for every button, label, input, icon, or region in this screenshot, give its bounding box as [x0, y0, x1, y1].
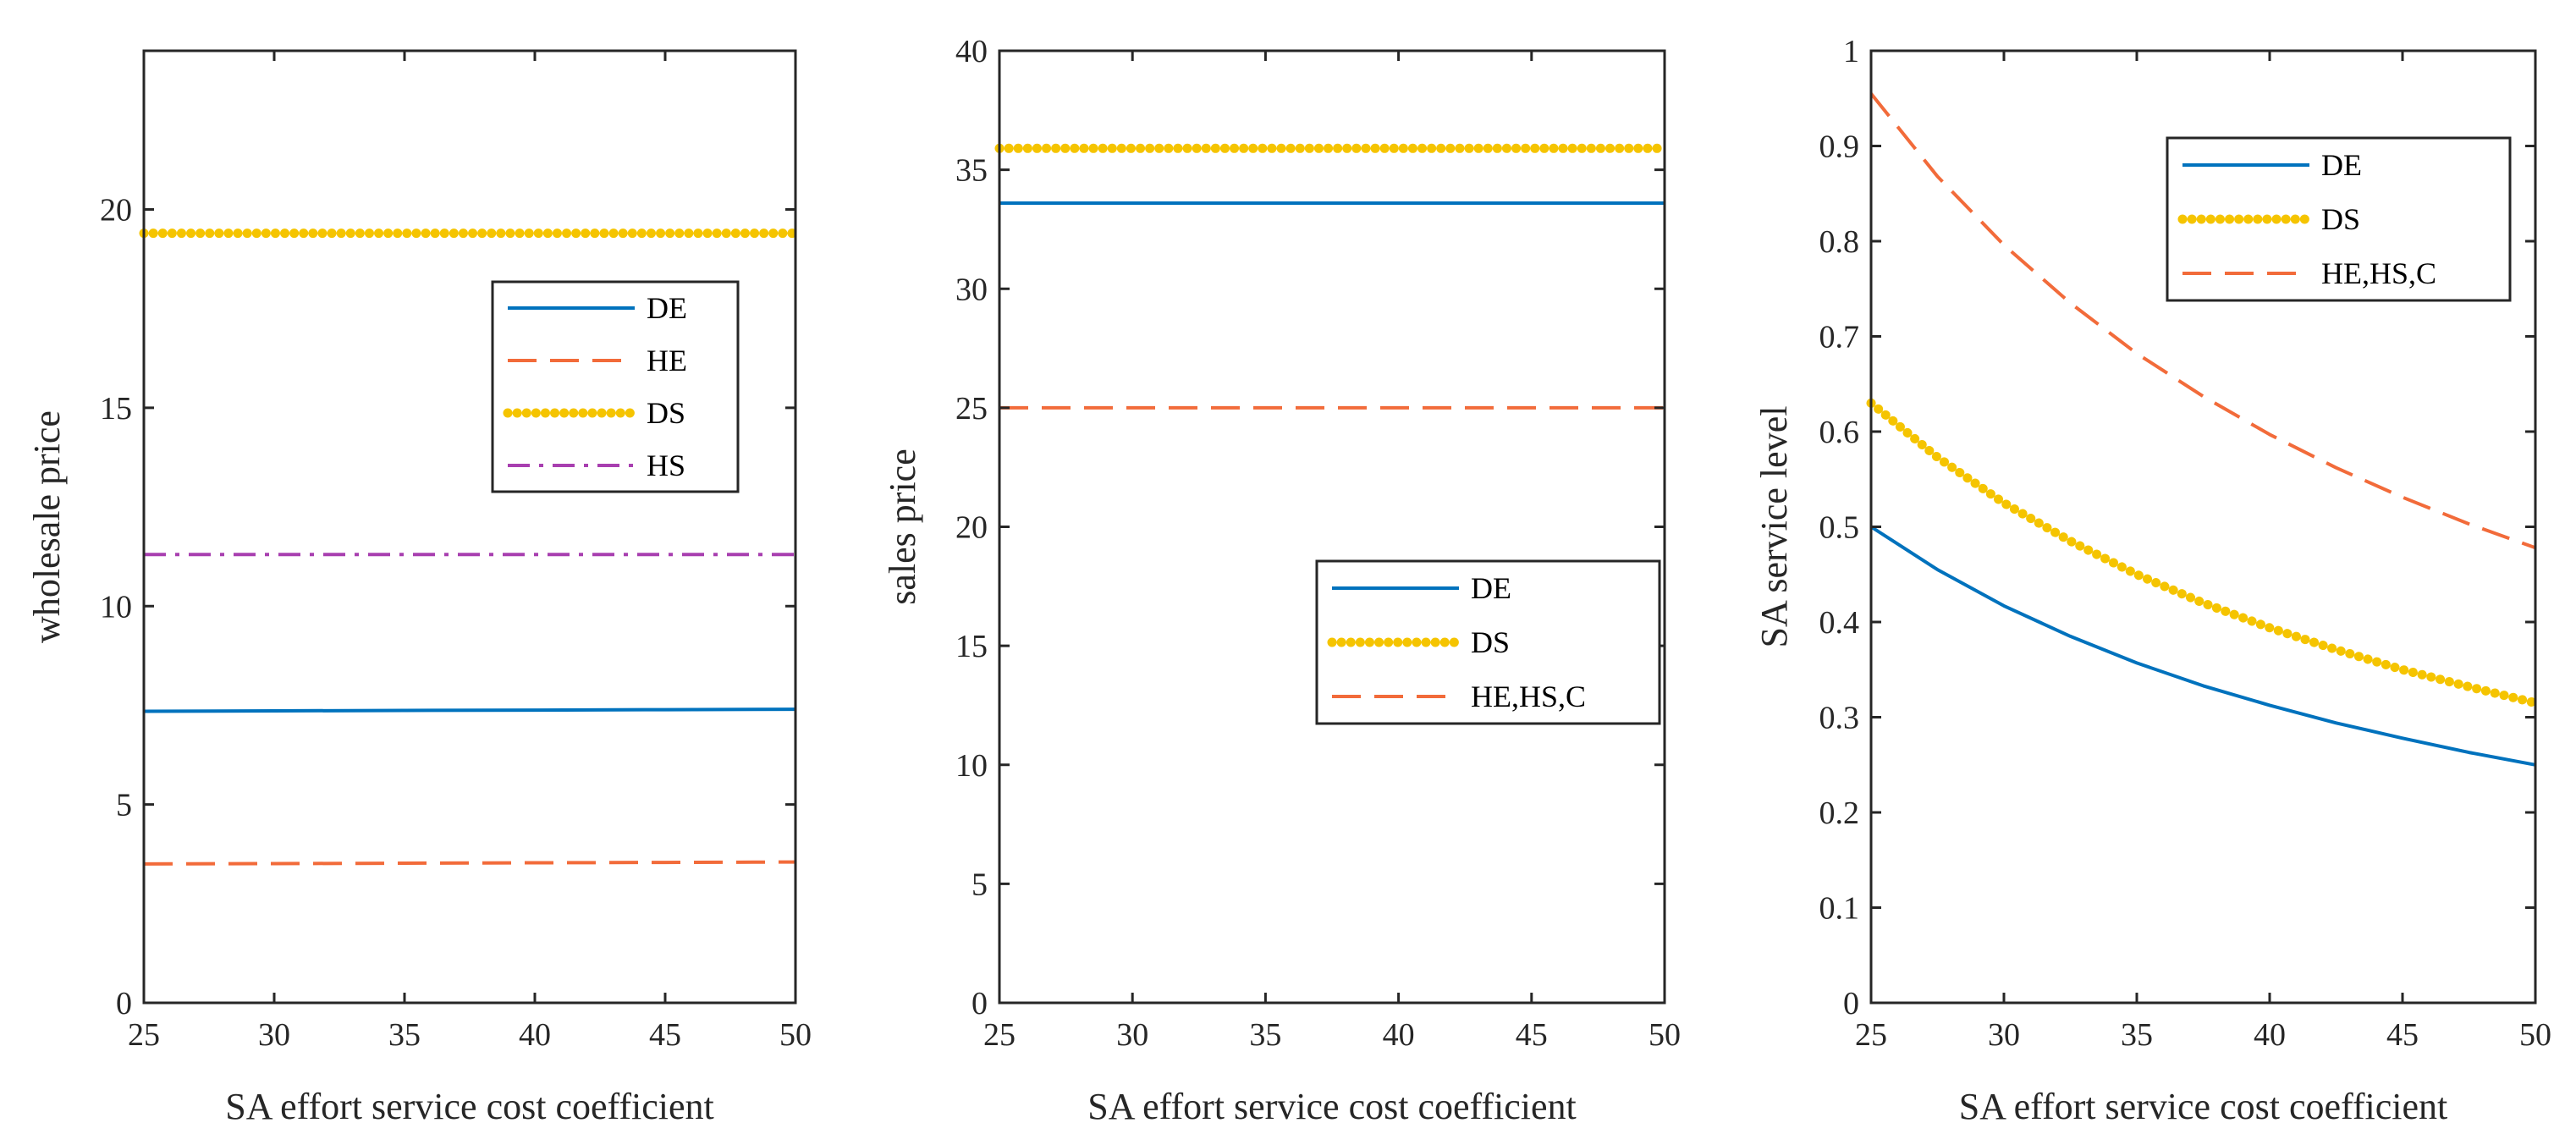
y-axis-label: SA service level: [1753, 406, 1795, 648]
y-tick-label: 15: [955, 629, 988, 664]
y-axis-label: sales price: [882, 449, 923, 604]
legend-label: DS: [2321, 202, 2360, 236]
x-tick-label: 40: [1383, 1017, 1415, 1053]
x-tick-label: 45: [1516, 1017, 1548, 1053]
x-axis-label: SA effort service cost coefficient: [1087, 1086, 1577, 1127]
legend-box: [491, 280, 740, 493]
legend-label: DS: [647, 396, 685, 430]
x-tick-label: 25: [1855, 1017, 1887, 1053]
series-line-he: [143, 860, 796, 866]
series-line-he-hs-c: [1869, 92, 2536, 550]
y-tick-label: 10: [955, 748, 988, 784]
x-tick-label: 45: [649, 1017, 681, 1053]
x-tick-label: 35: [2121, 1017, 2153, 1053]
legend-label: HE,HS,C: [2321, 256, 2436, 290]
legend: DE HE DS HS: [491, 280, 740, 493]
y-tick-label: 0: [1843, 986, 1859, 1021]
x-tick-label: 30: [1116, 1017, 1148, 1053]
x-tick-label: 35: [1249, 1017, 1281, 1053]
x-tick-label: 25: [983, 1017, 1016, 1053]
plot-area: [144, 51, 795, 1003]
y-tick-label: 0.3: [1819, 701, 1860, 736]
y-tick-label: 10: [100, 589, 132, 625]
series-line-de: [1869, 525, 2536, 767]
x-axis-label: SA effort service cost coefficient: [1959, 1086, 2448, 1127]
x-tick-label: 35: [388, 1017, 421, 1053]
x-tick-label: 45: [2386, 1017, 2419, 1053]
y-axis-label: wholesale price: [26, 410, 68, 643]
y-tick-label: 20: [955, 510, 988, 546]
y-tick-label: 1: [1843, 34, 1859, 69]
legend-label: HE,HS,C: [1471, 680, 1586, 713]
y-tick-label: 5: [116, 788, 132, 823]
y-tick-label: 0: [972, 986, 988, 1021]
y-tick-label: 5: [972, 867, 988, 902]
y-tick-label: 15: [100, 391, 132, 427]
chart-panel-2: 25 30 35 40 45 50 0 5 10 15 20 25 30 35 40 SA effort se…: [882, 34, 1681, 1127]
series-line-de: [143, 707, 796, 713]
series-line-ds: [1866, 398, 2540, 708]
x-tick-label: 30: [1988, 1017, 2020, 1053]
y-tick-label: 35: [955, 153, 988, 189]
y-tick-label: 40: [955, 34, 988, 69]
y-tick-label: 0.8: [1819, 224, 1860, 260]
legend-label: DE: [647, 291, 687, 325]
legend-label: DS: [1471, 625, 1510, 659]
legend-label: HE: [647, 344, 687, 377]
y-tick-label: 0.7: [1819, 320, 1860, 355]
plot-area: [999, 51, 1665, 1003]
x-tick-label: 50: [1649, 1017, 1681, 1053]
y-tick-label: 30: [955, 272, 988, 307]
x-tick-label: 25: [128, 1017, 160, 1053]
y-tick-label: 0.1: [1819, 891, 1860, 927]
legend-label: HS: [647, 449, 685, 482]
y-tick-label: 0.2: [1819, 795, 1860, 831]
x-tick-label: 50: [779, 1017, 812, 1053]
legend: DE DS HE,HS,C: [2166, 136, 2512, 302]
chart-panel-1: 25 30 35 40 45 50 0 5 10 15 20 SA effort service co…: [26, 49, 812, 1127]
y-tick-label: 0.4: [1819, 605, 1860, 641]
x-tick-label: 40: [519, 1017, 551, 1053]
legend: DE DS HE,HS,C: [1315, 559, 1661, 725]
y-tick-label: 25: [955, 391, 988, 427]
x-tick-label: 50: [2519, 1017, 2551, 1053]
y-tick-label: 0.9: [1819, 129, 1860, 165]
y-tick-label: 0: [116, 986, 132, 1021]
y-tick-label: 0.6: [1819, 415, 1860, 450]
chart-panel-3: 25 30 35 40 45 50 0 0.1 0.2 0.3 0.4 0.5 0.6 0.7 0.8 0.9…: [1753, 34, 2551, 1127]
y-tick-label: 0.5: [1819, 510, 1860, 546]
legend-label: DE: [1471, 571, 1511, 605]
y-tick-label: 20: [100, 193, 132, 228]
axes-box: [142, 49, 797, 1005]
x-tick-label: 30: [258, 1017, 290, 1053]
x-tick-label: 40: [2254, 1017, 2286, 1053]
legend-label: DE: [2321, 148, 2362, 182]
x-axis-label: SA effort service cost coefficient: [225, 1086, 714, 1127]
